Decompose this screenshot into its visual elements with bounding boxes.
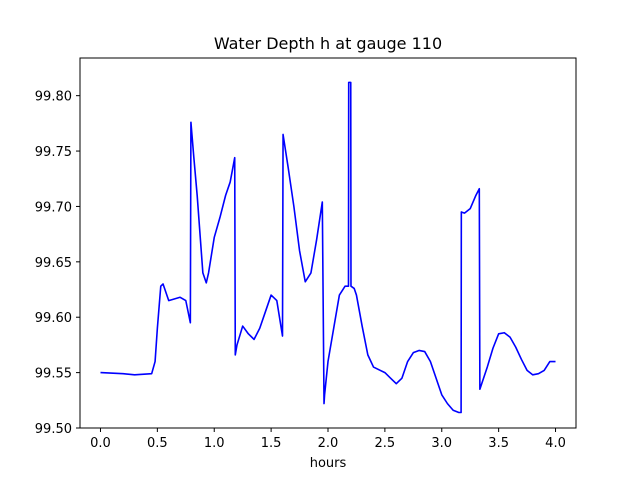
- x-tick-label: 0.5: [147, 436, 168, 451]
- series-line-0: [100, 81, 556, 414]
- x-tick-label: 3.5: [488, 436, 509, 451]
- axes-frame: [79, 57, 577, 429]
- x-axis: 0.0 0.5 1.0 1.5 2.0 2.5 3.0 3.5 4.0: [90, 428, 566, 451]
- x-tick-label: 0.0: [90, 436, 111, 451]
- y-tick-label: 99.50: [35, 422, 72, 437]
- x-tick-label: 2.0: [318, 436, 339, 451]
- y-tick-label: 99.60: [35, 311, 72, 326]
- x-tick-label: 4.0: [545, 436, 566, 451]
- x-tick-label: 1.5: [261, 436, 282, 451]
- y-tick-label: 99.55: [35, 367, 72, 382]
- plot-area: [100, 81, 556, 414]
- y-tick-label: 99.75: [35, 145, 72, 160]
- x-tick-label: 1.0: [204, 436, 225, 451]
- y-tick-label: 99.80: [35, 90, 72, 105]
- y-tick-label: 99.65: [35, 256, 72, 271]
- chart-title: Water Depth h at gauge 110: [214, 34, 442, 53]
- y-axis: 99.50 99.55 99.60 99.65 99.70 99.75 99.80: [35, 90, 80, 437]
- x-tick-label: 3.0: [431, 436, 452, 451]
- y-tick-label: 99.70: [35, 200, 72, 215]
- x-tick-label: 2.5: [375, 436, 396, 451]
- x-axis-label: hours: [310, 456, 347, 471]
